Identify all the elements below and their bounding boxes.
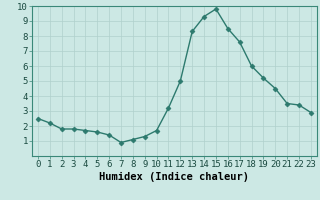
X-axis label: Humidex (Indice chaleur): Humidex (Indice chaleur) — [100, 172, 249, 182]
